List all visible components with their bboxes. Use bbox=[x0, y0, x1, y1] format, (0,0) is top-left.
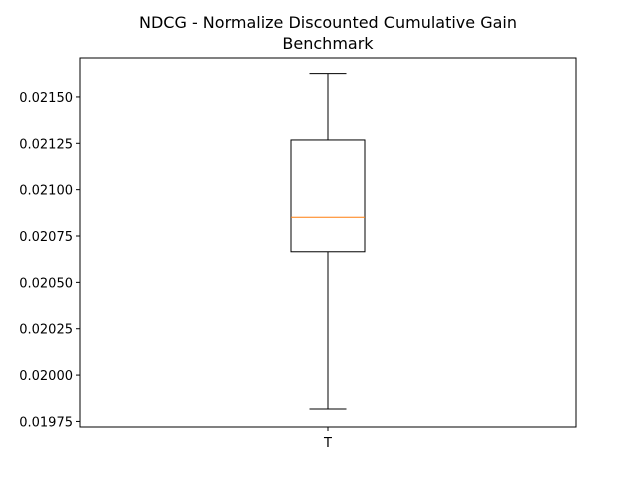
y-tick-label: 0.02025 bbox=[19, 323, 73, 338]
y-tick-label: 0.02075 bbox=[19, 230, 73, 245]
x-axis: T bbox=[323, 427, 332, 451]
y-tick-label: 0.02100 bbox=[19, 184, 73, 199]
y-tick-label: 0.02050 bbox=[19, 276, 73, 291]
y-tick-label: 0.01975 bbox=[19, 415, 73, 430]
y-axis: 0.01975 0.02000 0.02025 0.02050 0.02075 0.021… bbox=[19, 91, 80, 430]
x-tick-label: T bbox=[323, 436, 332, 451]
y-tick-label: 0.02125 bbox=[19, 137, 73, 152]
chart-title-line-1: NDCG - Normalize Discounted Cumulative G… bbox=[139, 13, 517, 32]
y-tick-label: 0.02150 bbox=[19, 91, 73, 106]
y-tick-label: 0.02000 bbox=[19, 369, 73, 384]
chart-title-line-2: Benchmark bbox=[282, 34, 374, 53]
interquartile-box bbox=[290, 139, 366, 253]
box-series bbox=[290, 73, 366, 410]
